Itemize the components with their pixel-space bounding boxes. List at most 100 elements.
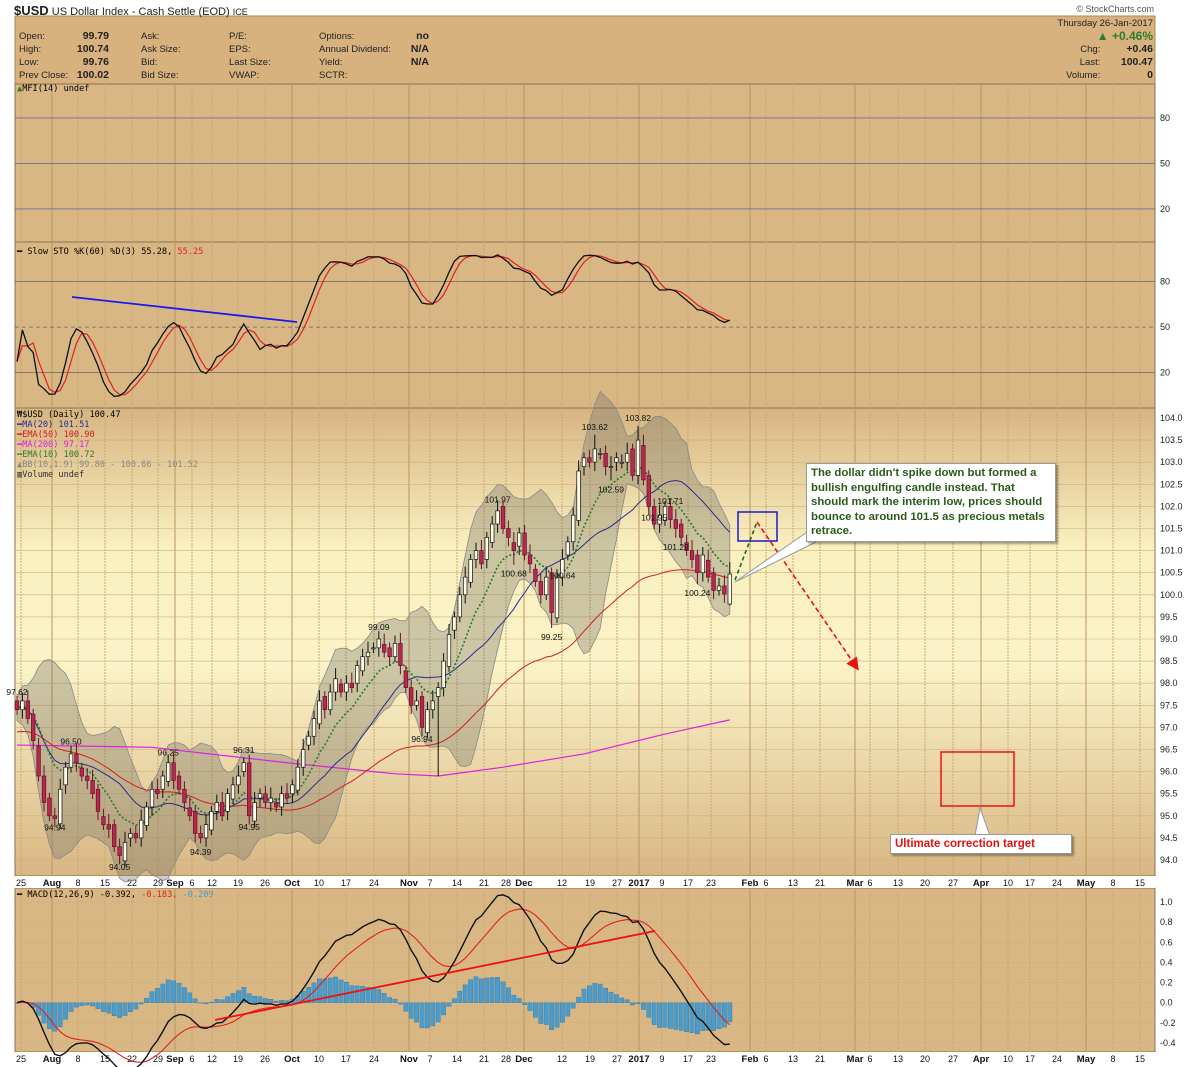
macd-histogram-bar — [700, 1002, 706, 1031]
stat-prev-close: 100.02 — [76, 69, 109, 81]
date-tick-label: 15 — [100, 878, 110, 888]
candle — [365, 651, 371, 658]
macd-histogram-bar — [727, 1002, 733, 1023]
macd-histogram-bar — [106, 1002, 112, 1014]
price-legend-text: $USD (Daily) 100.47 — [22, 410, 121, 420]
price-tick-label: 102.0 — [1160, 501, 1183, 511]
stat-label: VWAP: — [229, 70, 260, 81]
macd-histogram-bar — [176, 983, 182, 1003]
candle — [290, 784, 295, 795]
sto-k-line — [16, 254, 731, 398]
macd-histogram-bar — [187, 992, 193, 1003]
macd-histogram-bar — [441, 1002, 446, 1016]
candle — [198, 833, 203, 839]
candle — [522, 532, 527, 556]
candle — [441, 660, 446, 688]
date-axis — [15, 876, 1155, 888]
candle — [587, 457, 592, 463]
stat-label: Low: — [19, 57, 40, 68]
stat-label: Bid Size: — [141, 70, 179, 81]
price-tick-label: 96.5 — [1160, 745, 1178, 755]
macd-histogram-bar — [57, 1002, 63, 1028]
macd-histogram-bar — [452, 998, 457, 1003]
date-tick-label: 17 — [683, 878, 693, 888]
macd-histogram-bar — [711, 1002, 716, 1031]
price-label: 96.31 — [233, 745, 255, 755]
candle — [376, 638, 381, 649]
candle — [133, 833, 138, 839]
sto-d-line — [16, 254, 730, 396]
ma20-icon: ━ — [17, 420, 23, 430]
date-tick-label: 14 — [452, 1054, 462, 1064]
macd-histogram-bar — [317, 978, 322, 1003]
date-tick-label: 17 — [683, 1054, 693, 1064]
stat-label: P/E: — [229, 31, 247, 42]
price-label: 100.24 — [684, 588, 710, 598]
candle — [549, 572, 554, 613]
callout-pointer — [974, 806, 991, 837]
macd-histogram-bar — [230, 993, 236, 1003]
stat-low: 99.76 — [82, 56, 109, 68]
mfi-panel — [14, 83, 1156, 243]
macd-histogram-bar — [63, 1002, 68, 1020]
price-tick-label: 95.0 — [1160, 811, 1178, 821]
candle — [90, 780, 95, 795]
candle — [209, 811, 214, 831]
macd-histogram-bar — [657, 1002, 662, 1028]
date-tick-label: 9 — [659, 878, 664, 888]
candle — [457, 594, 462, 618]
candle — [576, 470, 581, 521]
date-tick-label: Dec — [515, 878, 532, 889]
macd-histogram-bar — [576, 996, 581, 1003]
candle — [263, 793, 268, 803]
macd-histogram-bar — [225, 996, 230, 1003]
candle — [689, 550, 695, 560]
macd-histogram-bar — [84, 1002, 90, 1006]
stats-col-2: Ask: Ask Size: Bid: Bid Size: — [141, 30, 181, 82]
ema50-icon: ━ — [17, 430, 23, 440]
candle — [700, 554, 705, 574]
macd-tick-label: -0.4 — [1160, 1038, 1176, 1048]
candle — [279, 793, 284, 808]
macd-histogram-bar — [236, 990, 241, 1003]
candle — [706, 559, 711, 578]
mfi-icon: ▲ — [17, 84, 23, 94]
candle — [511, 542, 516, 551]
candle — [495, 510, 500, 525]
candle — [301, 749, 306, 768]
date-tick-label: 24 — [369, 1054, 379, 1064]
candle — [592, 448, 597, 463]
macd-histogram-bar — [673, 1002, 679, 1030]
bb-legend: BB(10,1.9) 99.80 - 100.66 - 101.52 — [22, 460, 199, 470]
macd-histogram-bar — [257, 996, 263, 1003]
macd-histogram-bar — [279, 1000, 284, 1003]
macd-histogram-bar — [111, 1002, 117, 1017]
macd-tick-label: 0.0 — [1160, 998, 1173, 1008]
price-tick-label: 100.5 — [1160, 568, 1183, 578]
candle — [468, 559, 473, 583]
macd-histogram-bar — [171, 980, 176, 1003]
candle-icon: ₩ — [17, 410, 23, 420]
price-tick-label: 94.0 — [1160, 855, 1178, 865]
date-tick-label: 17 — [1025, 1054, 1035, 1064]
stat-options: no — [416, 30, 429, 42]
date-tick-label: 26 — [260, 878, 270, 888]
macd-histogram-bar — [149, 991, 155, 1003]
date-tick-label: 23 — [706, 1054, 716, 1064]
candle — [371, 647, 376, 650]
candle — [322, 696, 327, 711]
macd-histogram-bar — [468, 979, 473, 1003]
stat-last: 100.47 — [1120, 56, 1153, 68]
date-tick-label: 7 — [427, 878, 432, 888]
ema10-icon: ╍ — [17, 450, 23, 460]
macd-histogram-bar — [689, 1002, 695, 1033]
stat-open: 99.79 — [82, 30, 109, 42]
date-tick-label: 21 — [815, 878, 825, 888]
date-tick-label: 13 — [788, 878, 798, 888]
macd-histogram-bar — [533, 1002, 538, 1018]
price-tick-label: 101.5 — [1160, 524, 1183, 534]
macd-histogram-bar — [506, 987, 511, 1003]
candle — [608, 466, 614, 468]
macd-histogram-bar — [263, 998, 268, 1003]
